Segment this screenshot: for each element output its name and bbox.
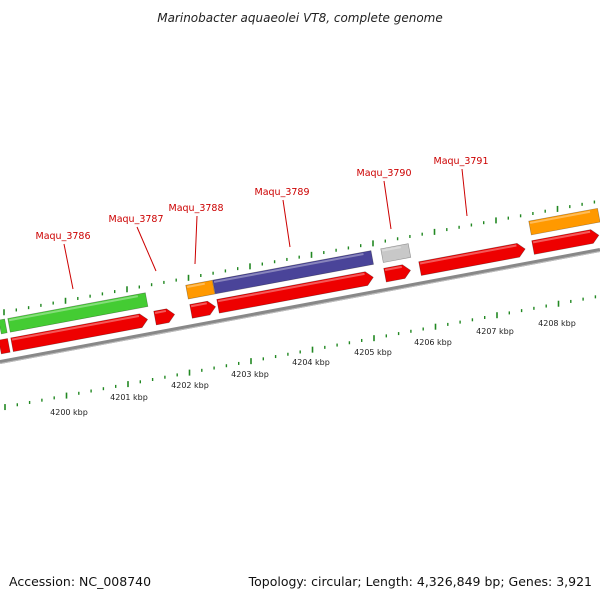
cds-red-shine bbox=[217, 272, 365, 303]
gene-features bbox=[0, 207, 600, 355]
genome-backbone bbox=[0, 248, 600, 364]
gene-label-leader bbox=[63, 243, 74, 290]
tick-marks bbox=[3, 200, 597, 411]
cds-red bbox=[418, 243, 526, 276]
kbp-label: 4207 kbp bbox=[476, 327, 514, 336]
kbp-labels: 4200 kbp 4201 kbp 4202 kbp 4203 kbp 4204 kbp… bbox=[50, 319, 576, 417]
cds-red bbox=[216, 271, 374, 314]
gene-labels: Maqu_3786 Maqu_3787 Maqu_3788 Maqu_3789 Maqu… bbox=[36, 156, 489, 290]
cds-red-shape bbox=[383, 264, 411, 283]
cds-red-shape bbox=[10, 313, 149, 352]
gene-gray-shine bbox=[381, 246, 401, 252]
gene-gray bbox=[380, 243, 412, 263]
cds-red-shine bbox=[532, 230, 591, 244]
cds-red bbox=[10, 313, 149, 352]
kbp-label: 4204 kbp bbox=[292, 358, 330, 367]
gene-green-shape bbox=[0, 318, 8, 335]
kbp-label: 4206 kbp bbox=[414, 338, 452, 347]
cds-red-shine bbox=[11, 315, 140, 341]
gene-orange-shine bbox=[186, 282, 205, 288]
gene-green bbox=[7, 292, 149, 333]
kbp-label: 4200 kbp bbox=[50, 408, 88, 417]
cds-red-shape bbox=[0, 338, 11, 355]
gene-label-leader bbox=[461, 168, 468, 217]
cds-red bbox=[531, 229, 600, 255]
gene-label: Maqu_3786 bbox=[36, 231, 91, 242]
cds-red-shine bbox=[190, 302, 207, 308]
gene-green-shine bbox=[8, 295, 139, 322]
cds-red-shape bbox=[189, 300, 216, 319]
gene-orange bbox=[528, 207, 600, 236]
cds-red bbox=[383, 264, 411, 283]
kbp-label: 4208 kbp bbox=[538, 319, 576, 328]
cds-red bbox=[0, 338, 11, 355]
kbp-label: 4203 kbp bbox=[231, 370, 269, 379]
cds-red bbox=[189, 300, 216, 319]
cds-red-shape bbox=[153, 308, 176, 326]
cds-red bbox=[153, 308, 176, 326]
gene-purple-shape bbox=[212, 250, 374, 295]
gene-label: Maqu_3788 bbox=[169, 203, 224, 214]
gene-orange-shape bbox=[185, 279, 216, 300]
gene-label: Maqu_3787 bbox=[109, 214, 164, 225]
map-title: Marinobacter aquaeolei VT8, complete gen… bbox=[157, 11, 443, 25]
gene-label-leader bbox=[383, 180, 392, 230]
gene-label-leader bbox=[194, 215, 198, 265]
gene-orange bbox=[185, 279, 216, 300]
cds-red-shape bbox=[531, 229, 600, 255]
cds-red-shine bbox=[154, 309, 167, 314]
gene-orange-shine bbox=[529, 210, 591, 224]
gene-orange-shape bbox=[528, 207, 600, 236]
gene-purple-shine bbox=[213, 253, 364, 283]
accession-text: Accession: NC_008740 bbox=[9, 574, 152, 589]
gene-green bbox=[0, 318, 8, 335]
gene-label: Maqu_3791 bbox=[434, 156, 489, 167]
gene-green-shape bbox=[7, 292, 149, 333]
gene-label-leader bbox=[136, 226, 157, 272]
topology-text: Topology: circular; Length: 4,326,849 bp… bbox=[248, 574, 592, 589]
kbp-label: 4202 kbp bbox=[171, 381, 209, 390]
gene-label: Maqu_3790 bbox=[357, 168, 412, 179]
cds-red-shine bbox=[384, 265, 402, 272]
cds-red-shine bbox=[419, 244, 517, 265]
gene-label-leader bbox=[282, 199, 291, 248]
backbone-highlight bbox=[0, 251, 600, 364]
gene-gray-shape bbox=[380, 243, 412, 263]
cds-red-shape bbox=[216, 271, 374, 314]
gene-label: Maqu_3789 bbox=[255, 187, 310, 198]
kbp-label: 4201 kbp bbox=[110, 393, 148, 402]
gene-purple bbox=[212, 250, 374, 295]
kbp-label: 4205 kbp bbox=[354, 348, 392, 357]
cds-red-shape bbox=[418, 243, 526, 276]
